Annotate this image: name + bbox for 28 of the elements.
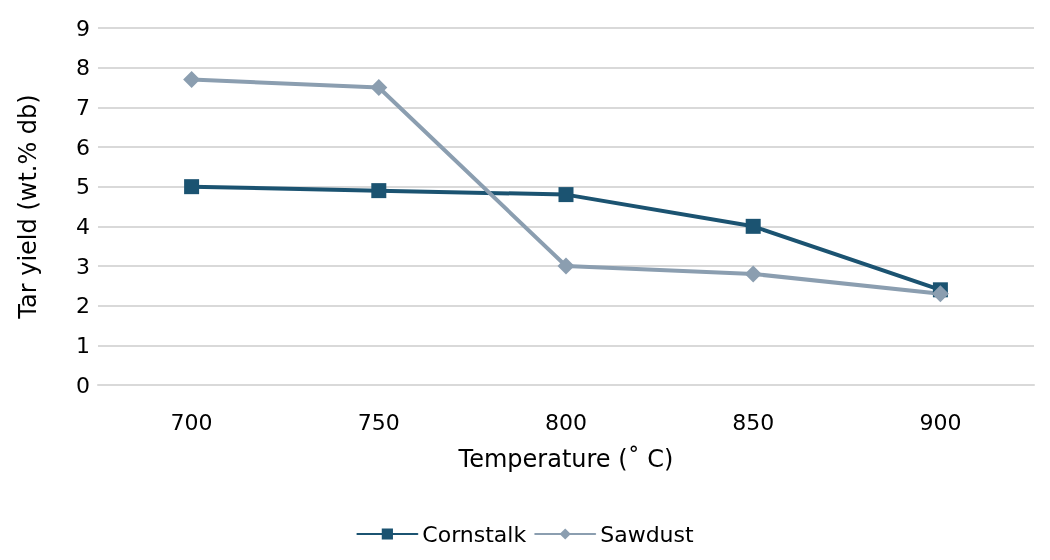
x-tick-label: 900: [919, 409, 962, 435]
point: [744, 265, 762, 283]
legend-label: Sawdust: [600, 521, 695, 547]
point: [745, 218, 761, 234]
y-tick-label: 0: [76, 372, 90, 398]
y-tick-label: 2: [76, 293, 90, 319]
y-tick-label: 4: [76, 213, 90, 239]
legend-label: Cornstalk: [422, 521, 527, 547]
x-axis-title: Temperature (˚ C): [457, 445, 674, 473]
y-tick-label: 6: [76, 134, 90, 160]
y-tick-label: 3: [76, 253, 90, 279]
x-tick-label: 700: [170, 409, 213, 435]
point: [370, 79, 388, 96]
y-tick-label: 5: [76, 174, 90, 200]
y-axis-title: Tar yield (wt.% db): [14, 94, 42, 320]
point: [184, 179, 200, 195]
y-tick-label: 9: [76, 15, 90, 41]
y-tick-label: 8: [76, 55, 90, 81]
point: [557, 257, 575, 275]
y-tick-label: 7: [76, 94, 90, 120]
point: [371, 183, 387, 199]
point: [183, 71, 201, 89]
y-tick-label: 1: [76, 332, 90, 358]
point: [931, 285, 949, 303]
point: [558, 187, 574, 203]
x-tick-label: 800: [545, 409, 587, 435]
x-tick-label: 850: [732, 409, 775, 435]
x-tick-label: 750: [357, 409, 400, 435]
